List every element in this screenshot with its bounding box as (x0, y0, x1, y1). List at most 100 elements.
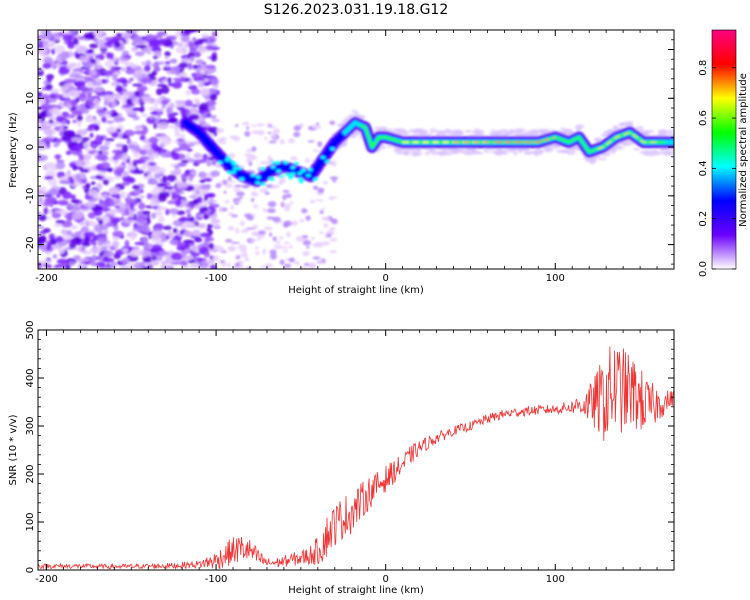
noise-blob (48, 119, 54, 124)
noise-blob (51, 48, 56, 55)
noise-blob (265, 262, 273, 269)
noise-blob (332, 179, 337, 183)
noise-blob (661, 129, 668, 134)
noise-blob (234, 124, 239, 128)
noise-blob (154, 223, 164, 229)
noise-blob (175, 46, 188, 54)
noise-blob (200, 117, 206, 125)
noise-blob (79, 172, 86, 179)
noise-blob (90, 123, 98, 128)
noise-blob (197, 223, 206, 229)
noise-blob (161, 85, 170, 94)
noise-blob (95, 153, 107, 161)
noise-blob (78, 258, 91, 262)
noise-blob (241, 121, 250, 126)
noise-blob (48, 178, 58, 186)
colorbar-gradient (711, 29, 737, 270)
noise-blob (485, 151, 491, 154)
noise-blob (301, 208, 308, 214)
noise-blob (43, 207, 49, 215)
noise-blob (61, 85, 67, 93)
noise-blob (410, 129, 420, 133)
noise-blob (126, 165, 136, 171)
noise-blob (161, 104, 166, 109)
noise-blob (121, 67, 126, 72)
noise-blob (80, 226, 90, 233)
noise-blob (666, 149, 671, 154)
noise-blob (183, 43, 189, 48)
noise-blob (223, 190, 227, 194)
noise-blob (143, 259, 153, 263)
noise-blob (73, 255, 81, 260)
noise-blob (245, 266, 253, 269)
noise-blob (139, 105, 145, 113)
noise-blob (211, 31, 217, 37)
noise-blob (61, 120, 67, 125)
noise-blob (419, 131, 427, 136)
y-tick-label: 0 (25, 567, 36, 573)
ridge-blob (290, 166, 296, 170)
noise-blob (105, 120, 114, 124)
noise-blob (103, 200, 116, 207)
noise-blob (255, 250, 260, 256)
noise-blob (266, 123, 273, 126)
noise-blob (55, 154, 60, 161)
noise-blob (135, 44, 147, 49)
noise-blob (53, 143, 59, 148)
noise-blob (121, 50, 130, 56)
noise-blob (160, 238, 168, 242)
noise-blob (264, 191, 270, 195)
noise-blob (117, 131, 123, 140)
y-tick-label: 20 (25, 43, 36, 56)
noise-blob (323, 223, 329, 228)
noise-blob (329, 250, 338, 254)
noise-blob (81, 137, 90, 142)
noise-blob (119, 190, 126, 199)
ridge-blob (260, 166, 266, 171)
noise-blob (488, 132, 498, 135)
noise-blob (269, 253, 277, 260)
noise-blob (69, 73, 80, 78)
noise-blob (215, 183, 222, 189)
noise-blob (118, 96, 125, 101)
noise-blob (100, 224, 109, 230)
noise-blob (88, 189, 99, 197)
noise-blob (598, 157, 607, 161)
ridge-blob (307, 168, 313, 172)
noise-blob (238, 196, 244, 199)
noise-blob (253, 233, 259, 236)
noise-blob (110, 81, 121, 87)
noise-blob (185, 255, 194, 261)
noise-blob (174, 198, 182, 207)
noise-blob (55, 139, 63, 143)
noise-blob (139, 195, 145, 199)
ridge-blob (255, 181, 261, 185)
noise-blob (230, 241, 240, 244)
noise-blob (175, 79, 185, 83)
noise-blob (457, 132, 465, 136)
noise-blob (81, 241, 91, 247)
noise-blob (111, 132, 119, 138)
noise-blob (302, 240, 312, 246)
noise-blob (193, 40, 204, 46)
noise-blob (248, 161, 253, 167)
noise-blob (218, 206, 224, 213)
noise-blob (627, 140, 633, 144)
noise-blob (330, 176, 338, 181)
noise-blob (38, 261, 43, 269)
noise-blob (309, 200, 315, 204)
snr-x-ticks: -200 -100 0 100 (35, 330, 675, 585)
noise-blob (275, 240, 281, 244)
noise-blob (97, 170, 107, 176)
noise-blob (121, 181, 130, 186)
noise-blob (51, 211, 62, 219)
y-tick-label: 400 (25, 368, 36, 387)
noise-blob (294, 260, 300, 266)
noise-blob (149, 252, 160, 257)
ridge-hot (495, 139, 547, 143)
noise-blob (206, 159, 212, 167)
noise-blob (271, 185, 275, 189)
ridge-blob (300, 169, 306, 173)
noise-blob (88, 198, 97, 203)
noise-blob (215, 246, 225, 252)
